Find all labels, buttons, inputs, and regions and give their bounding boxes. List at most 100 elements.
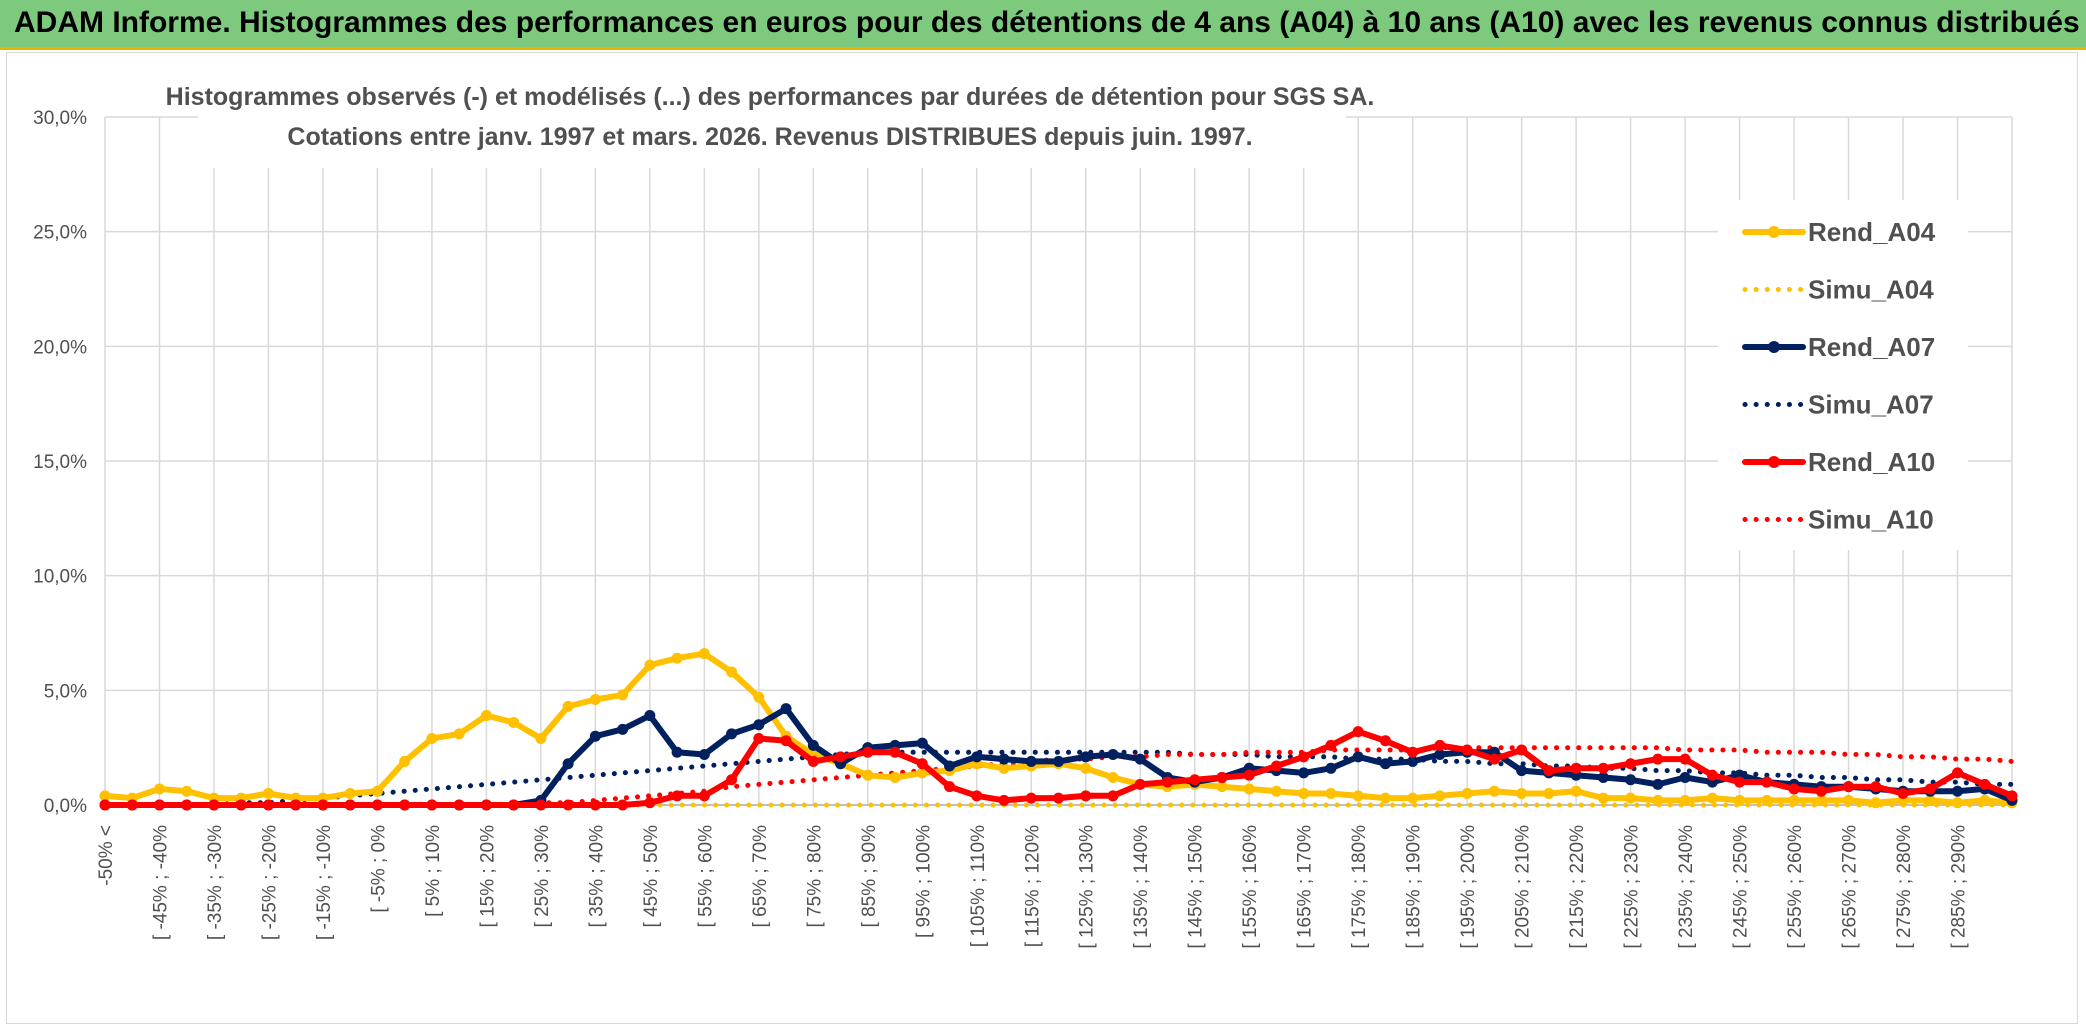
data-point-Rend_A10 bbox=[2006, 790, 2018, 802]
data-point-Rend_A10 bbox=[1652, 753, 1664, 765]
y-tick-label: 20,0% bbox=[33, 337, 87, 358]
x-tick-label: [ 125% ; 130% bbox=[1077, 825, 1098, 949]
x-tick-label: [ 255% ; 260% bbox=[1785, 825, 1806, 949]
y-tick-label: 0,0% bbox=[44, 796, 87, 817]
x-tick-label: [ 35% ; 40% bbox=[586, 825, 607, 928]
x-tick-label: [ 265% ; 270% bbox=[1840, 825, 1861, 949]
x-tick-label: [ 25% ; 30% bbox=[532, 825, 553, 928]
data-point-Rend_A10 bbox=[453, 799, 465, 811]
x-tick-label: [ 15% ; 20% bbox=[477, 825, 498, 928]
data-point-Rend_A04 bbox=[1407, 792, 1419, 804]
data-point-Rend_A10 bbox=[1761, 776, 1773, 788]
data-point-Rend_A10 bbox=[1570, 762, 1582, 774]
data-point-Rend_A04 bbox=[1216, 781, 1228, 793]
subtitle-background bbox=[198, 72, 1346, 168]
data-point-Rend_A10 bbox=[1897, 788, 1909, 800]
data-point-Rend_A07 bbox=[753, 719, 765, 731]
data-point-Rend_A04 bbox=[1270, 785, 1282, 797]
x-tick-label: [ -25% ; -20% bbox=[259, 825, 280, 940]
data-point-Rend_A07 bbox=[1025, 755, 1037, 767]
data-point-Rend_A07 bbox=[1325, 762, 1337, 774]
data-point-Rend_A07 bbox=[1134, 753, 1146, 765]
data-point-Rend_A04 bbox=[1352, 790, 1364, 802]
data-point-Rend_A10 bbox=[480, 799, 492, 811]
data-point-Rend_A04 bbox=[1979, 794, 1991, 806]
data-point-Rend_A04 bbox=[862, 769, 874, 781]
data-point-Rend_A04 bbox=[1516, 788, 1528, 800]
data-point-Rend_A04 bbox=[1080, 762, 1092, 774]
data-point-Rend_A04 bbox=[1761, 794, 1773, 806]
x-tick-label: [ 85% ; 90% bbox=[859, 825, 880, 928]
y-tick-label: 15,0% bbox=[33, 452, 87, 473]
data-point-Rend_A10 bbox=[1679, 753, 1691, 765]
data-point-Rend_A04 bbox=[1870, 797, 1882, 809]
data-point-Rend_A10 bbox=[1516, 744, 1528, 756]
data-point-Rend_A10 bbox=[753, 732, 765, 744]
data-point-Rend_A10 bbox=[1788, 783, 1800, 795]
x-tick-label: [ 75% ; 80% bbox=[804, 825, 825, 928]
x-tick-label: [ -5% ; 0% bbox=[368, 825, 389, 913]
x-tick-label: [ 155% ; 160% bbox=[1240, 825, 1261, 949]
data-point-Rend_A04 bbox=[1325, 788, 1337, 800]
data-point-Rend_A04 bbox=[1461, 788, 1473, 800]
data-point-Rend_A04 bbox=[589, 694, 601, 706]
data-point-Rend_A04 bbox=[1679, 794, 1691, 806]
data-point-Rend_A10 bbox=[1734, 776, 1746, 788]
data-point-Rend_A07 bbox=[1652, 778, 1664, 790]
data-point-Rend_A10 bbox=[399, 799, 411, 811]
data-point-Rend_A04 bbox=[480, 710, 492, 722]
y-tick-label: 5,0% bbox=[44, 681, 87, 702]
data-point-Rend_A10 bbox=[235, 799, 247, 811]
data-point-Rend_A10 bbox=[1815, 785, 1827, 797]
data-point-Rend_A07 bbox=[698, 749, 710, 761]
x-tick-label: [ -45% ; -40% bbox=[150, 825, 171, 940]
data-point-Rend_A04 bbox=[453, 728, 465, 740]
legend-label-Simu_A04: Simu_A04 bbox=[1808, 275, 1934, 305]
x-tick-label: [ 175% ; 180% bbox=[1349, 825, 1370, 949]
data-point-Rend_A10 bbox=[1080, 790, 1092, 802]
data-point-Rend_A04 bbox=[1788, 794, 1800, 806]
x-tick-label: -50% < bbox=[96, 825, 117, 886]
data-point-Rend_A04 bbox=[371, 785, 383, 797]
data-point-Rend_A10 bbox=[508, 799, 520, 811]
data-point-Rend_A07 bbox=[780, 703, 792, 715]
data-point-Rend_A04 bbox=[1379, 792, 1391, 804]
data-point-Rend_A10 bbox=[1189, 774, 1201, 786]
legend-label-Rend_A10: Rend_A10 bbox=[1808, 447, 1935, 477]
data-point-Rend_A07 bbox=[1053, 755, 1064, 767]
data-point-Rend_A10 bbox=[1597, 762, 1609, 774]
data-point-Rend_A10 bbox=[1352, 726, 1364, 738]
x-tick-label: [ 275% ; 280% bbox=[1894, 825, 1915, 949]
data-point-Rend_A10 bbox=[835, 751, 847, 763]
data-point-Rend_A04 bbox=[644, 659, 656, 671]
data-point-Rend_A04 bbox=[889, 771, 901, 783]
data-point-Rend_A10 bbox=[1979, 778, 1991, 790]
data-point-Rend_A07 bbox=[1516, 765, 1528, 777]
data-point-Rend_A10 bbox=[644, 797, 656, 809]
data-point-Rend_A10 bbox=[426, 799, 438, 811]
data-point-Rend_A10 bbox=[208, 799, 220, 811]
data-point-Rend_A04 bbox=[1652, 794, 1664, 806]
data-point-Rend_A10 bbox=[889, 746, 901, 758]
x-tick-label: [ 285% ; 290% bbox=[1949, 825, 1970, 949]
data-point-Rend_A10 bbox=[181, 799, 193, 811]
data-point-Rend_A10 bbox=[944, 781, 956, 793]
y-tick-label: 10,0% bbox=[33, 567, 87, 588]
data-point-Rend_A04 bbox=[181, 785, 193, 797]
x-tick-label: [ 45% ; 50% bbox=[641, 825, 662, 928]
y-tick-label: 25,0% bbox=[33, 223, 87, 244]
data-point-Rend_A10 bbox=[126, 799, 138, 811]
y-tick-label: 30,0% bbox=[33, 108, 87, 129]
data-point-Rend_A04 bbox=[99, 790, 111, 802]
x-tick-label: [ -35% ; -30% bbox=[205, 825, 226, 940]
data-point-Rend_A10 bbox=[99, 799, 111, 811]
data-point-Rend_A04 bbox=[1107, 771, 1119, 783]
data-point-Rend_A10 bbox=[317, 799, 329, 811]
data-point-Rend_A07 bbox=[617, 723, 629, 735]
data-point-Rend_A10 bbox=[535, 799, 547, 811]
x-tick-label: [ -15% ; -10% bbox=[314, 825, 335, 940]
data-point-Rend_A10 bbox=[1434, 739, 1446, 751]
data-point-Rend_A10 bbox=[1053, 792, 1064, 804]
data-point-Rend_A10 bbox=[1270, 760, 1282, 772]
